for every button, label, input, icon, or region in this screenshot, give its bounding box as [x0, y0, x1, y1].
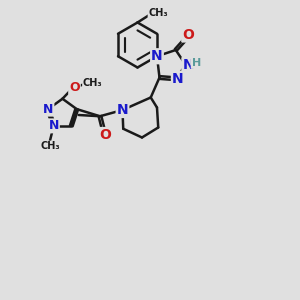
Text: N: N	[151, 49, 163, 63]
Text: CH₃: CH₃	[148, 8, 168, 17]
Text: N: N	[49, 119, 59, 132]
Text: N: N	[182, 58, 194, 72]
Text: CH₃: CH₃	[40, 141, 60, 152]
Text: N: N	[43, 103, 53, 116]
Text: N: N	[117, 103, 128, 117]
Text: O: O	[182, 28, 194, 41]
Text: H: H	[192, 58, 201, 68]
Text: O: O	[99, 128, 111, 142]
Text: O: O	[69, 81, 80, 94]
Text: N: N	[172, 72, 184, 86]
Text: CH₃: CH₃	[83, 78, 103, 88]
